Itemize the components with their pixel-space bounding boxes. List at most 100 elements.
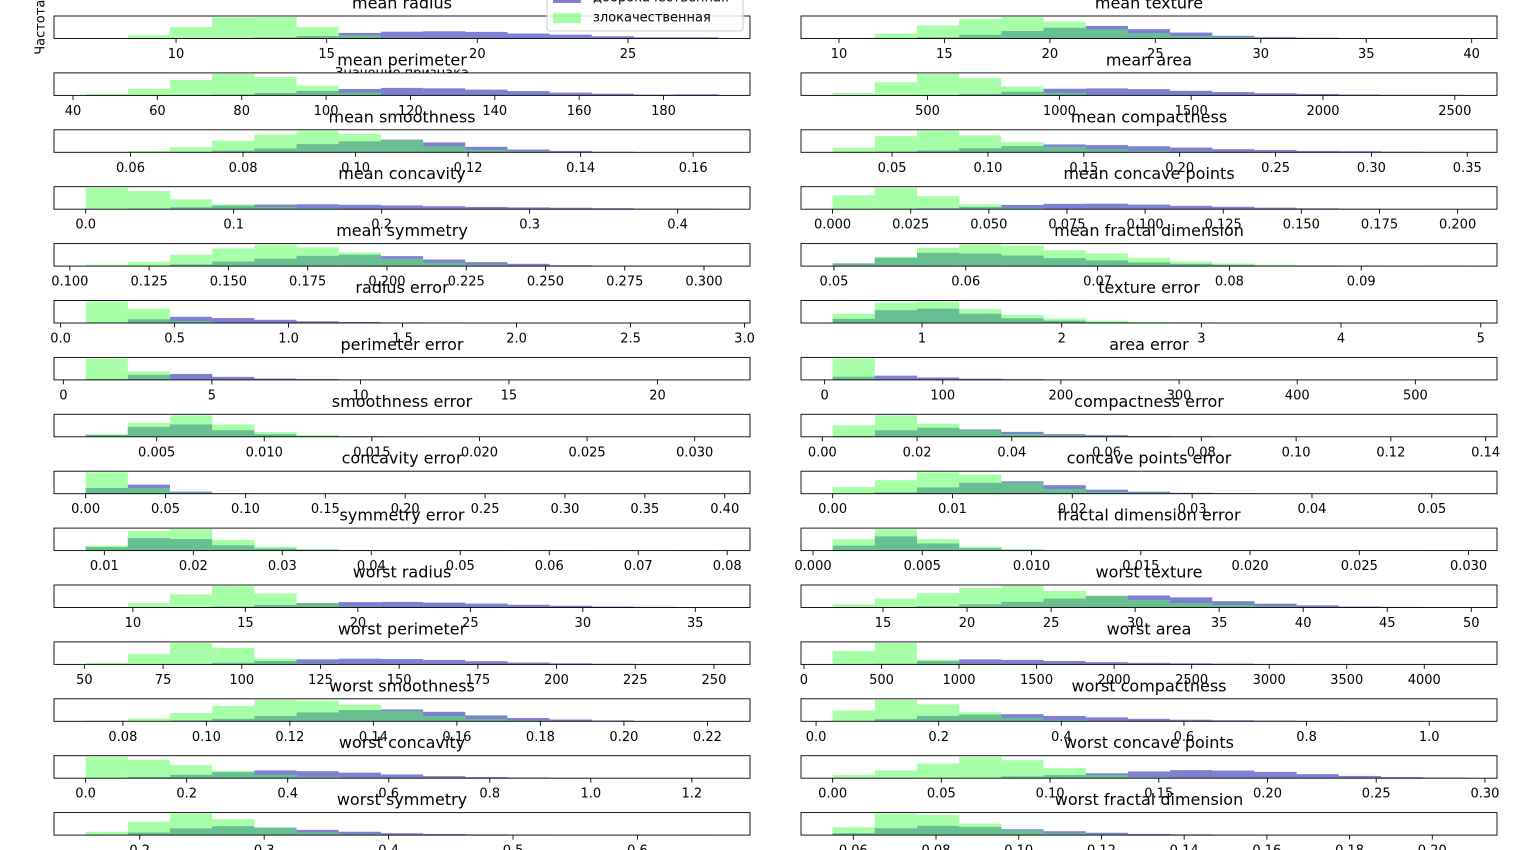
histogram-bar [1001,86,1044,96]
x-tick-label: 0.05 [927,787,956,802]
axes-title: worst concavity [339,733,465,752]
histogram-bar [380,774,424,779]
x-tick-label: 0.00 [71,502,100,517]
axes-title: perimeter error [341,335,464,354]
histogram-bar [676,37,719,39]
histogram-bar [170,321,213,323]
histogram-bar [127,487,170,494]
x-tick-label: 100 [930,388,955,403]
histogram-bar [212,318,255,323]
histogram-bar [254,244,297,267]
x-tick-label: 15 [237,616,254,631]
histogram-bar [874,136,917,153]
histogram-bar [380,833,424,836]
histogram-bar [1085,774,1128,779]
x-tick-label: 0.025 [892,218,929,233]
histogram-bar [85,434,128,437]
x-tick-label: 0.10 [1004,844,1033,850]
histogram-bar [254,546,297,551]
x-tick-label: 400 [1285,388,1310,403]
x-tick-label: 0.05 [446,559,475,574]
x-tick-label: 125 [308,673,333,688]
x-tick-label: 0.20 [1418,844,1447,850]
axes-frame [53,243,751,267]
histogram-bar [874,813,917,836]
histogram-bar [1170,261,1213,267]
x-tick-label: 0.40 [710,502,739,517]
histogram-bar [1001,204,1044,210]
x-tick-label: 225 [623,673,648,688]
histogram-bar [465,603,508,608]
histogram-bar [465,661,508,665]
x-tick-label: 20 [469,47,486,62]
x-tick-label: 0.20 [391,502,420,517]
histogram-bar [1170,663,1213,665]
histogram-bar [1127,89,1171,96]
histogram-bar [1043,88,1086,96]
axes-background [54,186,750,210]
histogram-bar [1001,142,1044,153]
histogram-bar [212,586,255,608]
x-tick-label: 0.25 [1362,787,1391,802]
x-tick-label: 1000 [1043,104,1076,119]
histogram-bar [507,207,550,210]
histogram-bar [170,79,213,96]
x-tick-label: 0.6 [1174,730,1195,745]
x-tick-label: 1000 [942,673,975,688]
x-tick-label: 2000 [1098,673,1131,688]
histogram-bar [959,587,1002,608]
histogram-bar [1127,150,1171,153]
x-tick-label: 0.07 [624,559,653,574]
histogram-bar [1170,603,1213,608]
x-tick-label: 3.0 [734,332,755,347]
histogram-bar [212,705,255,722]
histogram-bar [212,376,255,380]
x-tick-label: 0.8 [1296,730,1317,745]
histogram-bar [1127,204,1171,210]
x-tick-label: 75 [155,673,172,688]
x-tick-label: 15 [875,616,892,631]
axes-frame [53,72,751,96]
histogram-bar [1338,94,1381,96]
histogram-bar [423,602,466,608]
x-tick-label: 0.05 [819,275,848,290]
x-tick-label: 0.050 [970,218,1007,233]
x-tick-label: 0.1 [223,218,244,233]
x-tick-label: 0.05 [878,161,907,176]
axes-frame [53,356,751,381]
x-tick-label: 150 [387,673,412,688]
histogram-bar [380,659,424,665]
axes-title: worst area [1107,619,1192,638]
axes-frame [800,755,1498,779]
legend-label: доброкачественная [593,0,729,6]
x-tick-label: 0.6 [378,787,399,802]
histogram-bar [832,486,875,494]
axes-title: worst radius [353,563,452,582]
x-tick-label: 0.275 [606,275,643,290]
histogram-bar [254,134,297,153]
x-tick-label: 300 [1167,388,1192,403]
histogram-bar [874,187,917,210]
x-tick-label: 0.05 [1417,502,1446,517]
histogram-bar [874,529,918,551]
histogram-bar [959,474,1002,494]
histogram-bar [1296,208,1339,210]
axes-title: mean fractal dimension [1054,221,1244,240]
x-tick-label: 0.08 [1215,275,1244,290]
histogram-bar [1085,595,1128,608]
x-tick-label: 0.12 [454,161,483,176]
histogram-bar [874,480,917,494]
axes-background [54,300,750,323]
histogram-bar [1338,775,1381,779]
histogram-bar [170,415,213,437]
x-tick-label: 500 [869,673,894,688]
histogram-bar [959,430,1002,437]
x-tick-label: 15 [501,388,518,403]
x-tick-label: 0.020 [1231,559,1268,574]
axes-title: worst compactness [1071,676,1226,695]
histogram-bar [380,710,424,722]
histogram-bar [959,309,1002,323]
histogram-bar [338,252,381,267]
histogram-bar [1001,760,1044,779]
